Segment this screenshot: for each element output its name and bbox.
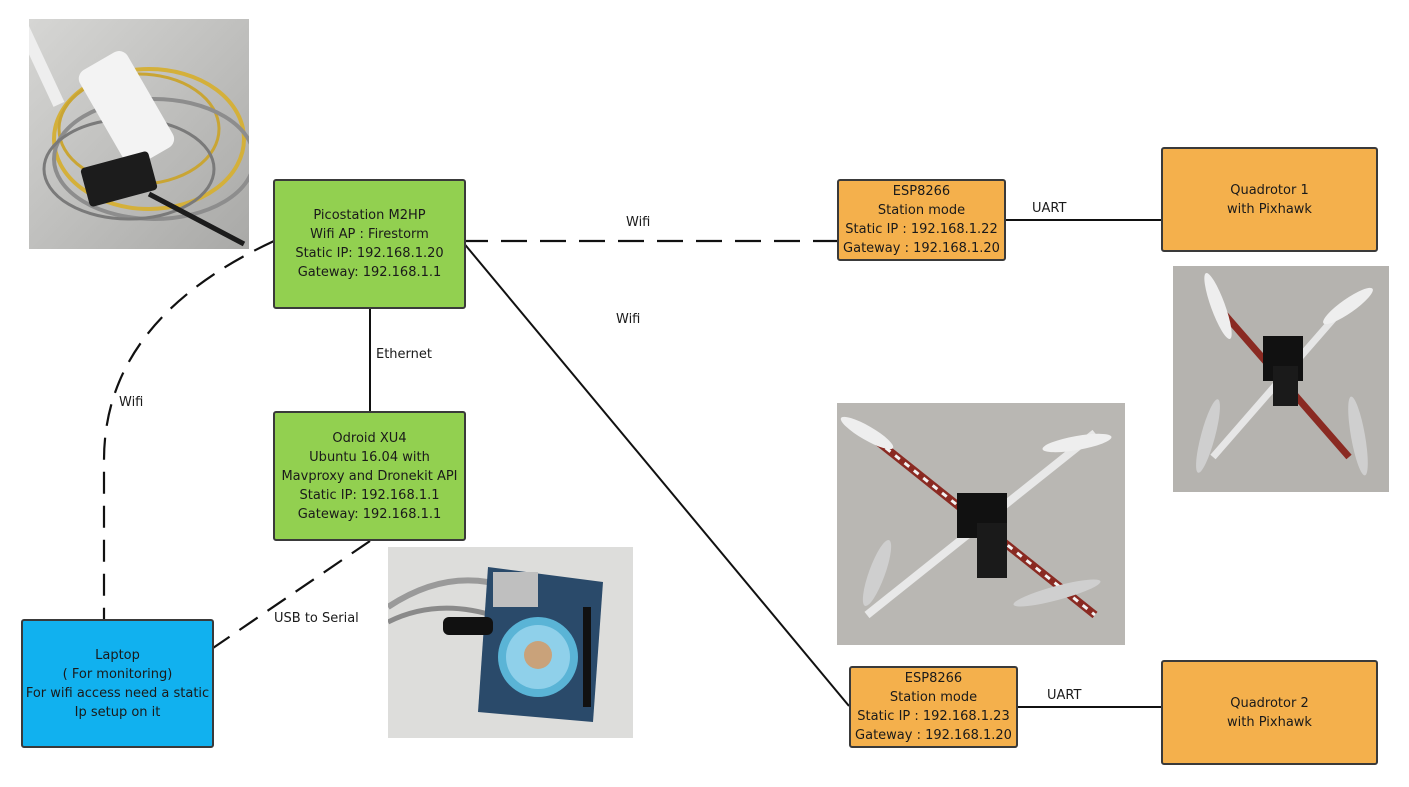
- esp2-line-2: Station mode: [889, 690, 978, 705]
- quadrotor-1-node: Quadrotor 1 with Pixhawk: [1161, 147, 1378, 252]
- quad2-line-2: with Pixhawk: [1227, 714, 1312, 730]
- odroid-line-2: Ubuntu 16.04 with: [309, 449, 430, 465]
- esp2-line-4: Gateway : 192.168.1.20: [855, 728, 1012, 743]
- odroid-photo: [388, 547, 633, 738]
- picostation-line-4: Gateway: 192.168.1.1: [297, 265, 442, 280]
- wifi-link-pico-laptop: [102, 240, 275, 619]
- odroid-line-1: Odroid XU4: [332, 430, 407, 446]
- label-usb-serial: USB to Serial: [274, 611, 359, 626]
- quadrotor-2-node: Quadrotor 2 with Pixhawk: [1161, 660, 1378, 765]
- picostation-line-3: Static IP: 192.168.1.20: [295, 246, 444, 261]
- label-uart-2: UART: [1047, 688, 1082, 703]
- esp1-line-4: Gateway : 192.168.1.20: [843, 241, 1000, 256]
- picostation-line-1: Picostation M2HP: [313, 208, 426, 223]
- label-wifi-esp2: Wifi: [616, 312, 641, 327]
- laptop-line-2: ( For monitoring): [62, 666, 173, 682]
- quad2-line-1: Quadrotor 2: [1230, 695, 1309, 711]
- quadrotor-1-photo: [1173, 266, 1389, 492]
- quad1-line-2: with Pixhawk: [1227, 201, 1312, 217]
- odroid-line-3: Mavproxy and Dronekit API: [281, 468, 458, 484]
- esp1-line-2: Station mode: [877, 203, 966, 218]
- usb-serial-link: [212, 540, 371, 649]
- picostation-node: Picostation M2HP Wifi AP : Firestorm Sta…: [273, 179, 466, 309]
- label-ethernet: Ethernet: [376, 347, 432, 362]
- label-wifi-laptop: Wifi: [119, 395, 144, 410]
- wifi-link-pico-esp2: [461, 240, 850, 707]
- odroid-node: Odroid XU4 Ubuntu 16.04 with Mavproxy an…: [273, 411, 466, 541]
- picostation-photo: [29, 19, 249, 249]
- odroid-line-5: Gateway: 192.168.1.1: [297, 506, 442, 522]
- esp8266-2-node: ESP8266 Station mode Static IP : 192.168…: [849, 666, 1018, 748]
- picostation-line-2: Wifi AP : Firestorm: [310, 227, 429, 242]
- quadrotor-2-photo: [837, 403, 1125, 645]
- label-wifi-esp1: Wifi: [626, 215, 651, 230]
- esp2-line-1: ESP8266: [904, 671, 963, 686]
- esp1-line-1: ESP8266: [892, 184, 951, 199]
- esp8266-1-node: ESP8266 Station mode Static IP : 192.168…: [837, 179, 1006, 261]
- esp2-line-3: Static IP : 192.168.1.23: [857, 709, 1010, 724]
- odroid-line-4: Static IP: 192.168.1.1: [299, 487, 440, 503]
- laptop-line-1: Laptop: [95, 647, 140, 663]
- laptop-line-4: Ip setup on it: [74, 704, 161, 720]
- label-uart-1: UART: [1032, 201, 1067, 216]
- esp1-line-3: Static IP : 192.168.1.22: [845, 222, 998, 237]
- laptop-line-3: For wifi access need a static: [25, 685, 210, 701]
- quad1-line-1: Quadrotor 1: [1230, 182, 1309, 198]
- laptop-node: Laptop ( For monitoring) For wifi access…: [21, 619, 214, 748]
